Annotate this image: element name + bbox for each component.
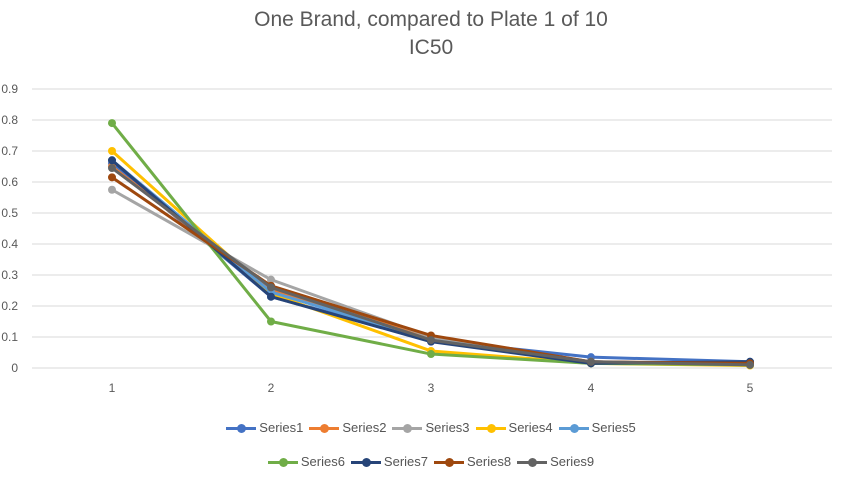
- legend-label: Series5: [591, 420, 636, 435]
- series-6-point: [427, 350, 435, 359]
- legend-swatch: [434, 455, 464, 469]
- legend-swatch: [267, 455, 298, 469]
- x-tick-label: 4: [588, 381, 595, 395]
- series-6-point: [108, 119, 116, 128]
- legend-label: Series1: [259, 420, 304, 435]
- legend-item-series8: Series8: [434, 454, 511, 469]
- legend-swatch: [558, 421, 589, 435]
- legend-row-2: Series6 Series7 Series8 Series9: [0, 454, 862, 469]
- legend-swatch: [392, 421, 423, 435]
- series-9-point: [587, 357, 595, 366]
- legend-label: Series4: [508, 420, 553, 435]
- y-tick-label: 0.8: [1, 113, 18, 127]
- legend-item-series6: Series6: [267, 454, 345, 469]
- series-7-point: [108, 156, 116, 165]
- y-tick-label: 0.6: [1, 175, 18, 189]
- series-9-point: [427, 336, 435, 345]
- legend-swatch: [309, 421, 340, 435]
- legend-item-series9: Series9: [517, 454, 594, 469]
- series-9-point: [746, 360, 754, 369]
- y-tick-label: 0.9: [1, 82, 18, 96]
- x-tick-label: 2: [268, 381, 275, 395]
- legend-item-series4: Series4: [475, 420, 553, 435]
- legend-swatch: [475, 421, 506, 435]
- y-tick-label: 0: [11, 361, 18, 375]
- series-9-point: [108, 164, 116, 173]
- legend-label: Series9: [550, 454, 595, 469]
- y-tick-label: 0.3: [1, 268, 18, 282]
- legend-label: Series7: [383, 454, 428, 469]
- series-8-point: [108, 173, 116, 182]
- legend-label: Series3: [425, 420, 470, 435]
- series-7-point: [267, 292, 275, 301]
- legend-item-series5: Series5: [558, 420, 636, 435]
- legend-swatch: [517, 455, 548, 469]
- legend-label: Series8: [467, 454, 512, 469]
- legend-label: Series6: [300, 454, 345, 469]
- legend-item-series7: Series7: [350, 454, 428, 469]
- chart-title: One Brand, compared to Plate 1 of 10: [254, 8, 608, 31]
- series-9-point: [267, 283, 275, 292]
- series-6-point: [267, 317, 275, 326]
- x-tick-label: 1: [109, 381, 116, 395]
- legend-item-series2: Series2: [309, 420, 386, 435]
- legend-row-1: Series1 Series2 Series3 Series4 Series5: [0, 420, 862, 435]
- series-3-point: [108, 185, 116, 194]
- y-tick-label: 0.7: [1, 144, 18, 158]
- legend-swatch: [226, 421, 257, 435]
- legend-item-series3: Series3: [392, 420, 470, 435]
- legend-label: Series2: [342, 420, 387, 435]
- x-tick-label: 3: [428, 381, 435, 395]
- y-tick-label: 0.2: [1, 299, 18, 313]
- series-3-point: [267, 275, 275, 284]
- legend-swatch: [350, 455, 381, 469]
- series-4-point: [108, 147, 116, 155]
- y-tick-label: 0.5: [1, 206, 18, 220]
- legend-item-series1: Series1: [226, 420, 303, 435]
- chart-subtitle: IC50: [408, 36, 454, 59]
- x-tick-label: 5: [747, 381, 754, 395]
- y-tick-label: 0.4: [1, 237, 18, 251]
- y-tick-label: 0.1: [1, 330, 18, 344]
